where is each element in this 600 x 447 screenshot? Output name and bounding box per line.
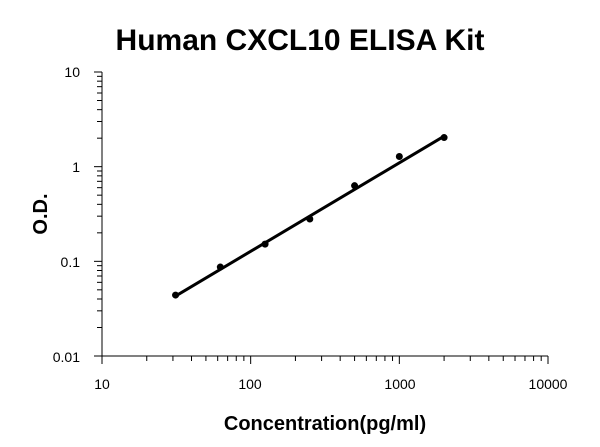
y-tick-label: 1 bbox=[72, 159, 80, 175]
y-tick-label: 10 bbox=[64, 64, 80, 80]
data-point bbox=[306, 215, 314, 223]
x-tick-labels: 10 100 1000 10000 bbox=[94, 376, 567, 392]
data-point bbox=[261, 240, 269, 248]
data-point bbox=[351, 182, 359, 190]
data-point bbox=[216, 263, 224, 271]
data-point bbox=[395, 153, 403, 161]
x-axis-ticks bbox=[101, 356, 549, 364]
x-axis-label: Concentration(pg/ml) bbox=[224, 413, 426, 435]
data-series bbox=[172, 134, 448, 299]
y-axis-ticks bbox=[94, 71, 102, 357]
chart-title: Human CXCL10 ELISA Kit bbox=[116, 24, 485, 57]
y-tick-label: 0.1 bbox=[61, 254, 81, 270]
x-tick-label: 100 bbox=[238, 376, 262, 392]
y-tick-labels: 0.01 0.1 1 10 bbox=[53, 64, 80, 365]
data-point bbox=[172, 291, 180, 299]
data-point bbox=[440, 134, 448, 142]
x-tick-label: 1000 bbox=[384, 376, 415, 392]
y-tick-label: 0.01 bbox=[53, 349, 80, 365]
x-tick-label: 10000 bbox=[529, 376, 568, 392]
y-axis-label: O.D. bbox=[30, 193, 52, 234]
x-tick-label: 10 bbox=[94, 376, 110, 392]
